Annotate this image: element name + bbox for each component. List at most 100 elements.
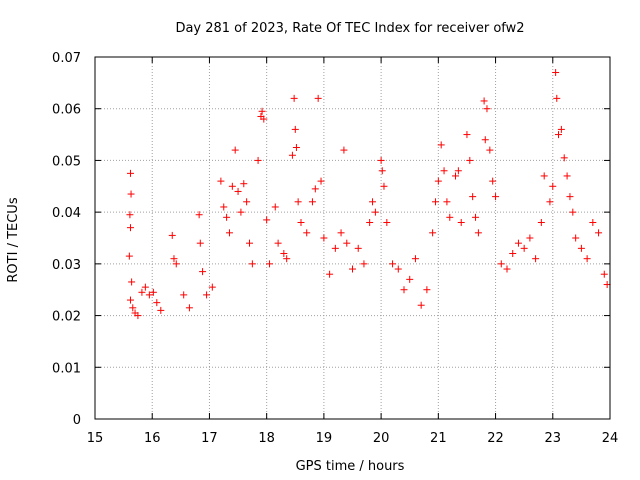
data-point [457,218,465,226]
data-point [180,291,188,299]
x-tick-label: 22 [487,431,504,446]
data-point [377,156,385,164]
data-point [294,198,302,206]
x-tick-label: 16 [144,431,161,446]
data-point [203,291,211,299]
data-point [600,270,608,278]
data-point [185,304,193,312]
data-point [360,260,368,268]
data-point [340,146,348,154]
data-point [314,94,322,102]
data-point [560,154,568,162]
data-point [126,224,134,232]
data-point [283,255,291,263]
data-point [228,182,236,190]
data-point [141,283,149,291]
data-point [308,198,316,206]
data-point [481,136,489,144]
data-point [231,146,239,154]
data-point [288,151,296,159]
x-tick-label: 18 [258,431,275,446]
data-point [474,229,482,237]
y-tick-label: 0 [73,413,81,428]
data-point [208,283,216,291]
data-point [417,301,425,309]
data-point [303,229,311,237]
data-point [380,182,388,190]
data-point [234,187,242,195]
data-point [431,198,439,206]
data-point [326,270,334,278]
data-point [271,203,279,211]
data-point [297,218,305,226]
data-point [394,265,402,273]
data-point [157,306,165,314]
data-point [220,203,228,211]
data-point [520,244,528,252]
data-point [126,169,134,177]
x-axis: 15 16 17 18 19 20 21 22 23 24 [87,57,619,446]
data-point [331,244,339,252]
data-points [125,69,611,320]
data-point [248,260,256,268]
data-point [311,185,319,193]
data-point [126,296,134,304]
x-tick-label: 17 [201,431,218,446]
y-tick-label: 0.05 [52,154,81,169]
data-point [572,234,580,242]
data-point [371,208,379,216]
data-point [349,265,356,273]
data-point [317,177,325,185]
data-point [280,250,288,258]
data-point [400,286,408,294]
data-point [369,198,377,206]
x-tick-label: 24 [602,431,619,446]
data-point [366,218,374,226]
data-point [514,239,522,247]
plot-frame [94,56,611,420]
data-point [290,94,298,102]
data-point [566,193,574,201]
data-point [343,239,351,247]
data-point [595,229,603,237]
data-point [563,172,571,180]
data-point [546,198,554,206]
data-point [480,97,488,105]
data-point [237,208,245,216]
y-tick-label: 0.06 [52,103,81,118]
data-point [168,231,176,239]
data-point [225,229,233,237]
data-point [526,234,534,242]
data-point [492,193,500,201]
data-point [291,125,299,133]
y-tick-label: 0.07 [52,51,81,66]
data-point [454,167,462,175]
y-tick-label: 0.01 [52,361,81,376]
data-point [378,167,386,175]
x-tick-label: 15 [87,431,104,446]
data-point [446,213,454,221]
data-point [469,193,477,201]
data-point [196,239,204,247]
grid [95,57,610,419]
data-point [292,144,300,151]
data-point [128,278,136,286]
x-tick-label: 19 [316,431,333,446]
data-point [195,211,203,219]
data-point [263,216,271,224]
data-point [472,213,480,221]
data-point [170,255,178,263]
data-point [274,239,282,247]
data-point [552,69,560,77]
data-point [134,312,142,320]
data-point [423,286,431,294]
data-point [383,218,391,226]
data-point [406,275,414,283]
data-point [440,167,448,175]
data-point [540,172,548,180]
x-axis-label: GPS time / hours [296,459,405,474]
data-point [266,260,274,268]
data-point [153,299,161,307]
data-point [254,156,262,164]
